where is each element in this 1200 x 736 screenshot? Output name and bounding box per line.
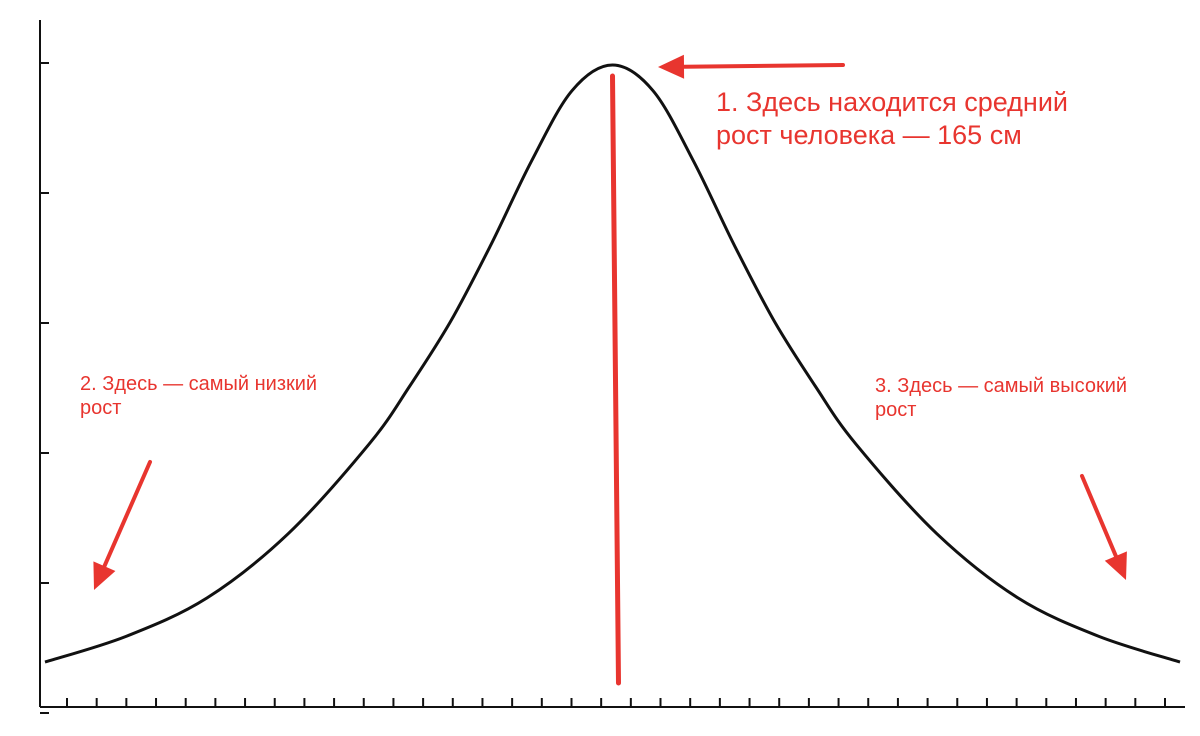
distribution-curve <box>44 63 1181 664</box>
annotation-lowest-height: 2. Здесь — самый низкий рост <box>80 373 318 420</box>
series <box>44 63 1181 664</box>
high-arrow-head <box>1104 551 1127 580</box>
axes <box>39 20 1185 708</box>
peak-arrow <box>658 54 845 79</box>
annotation-average-height: 1. Здесь находится средний рост человека… <box>716 87 1069 150</box>
markers <box>93 54 1127 686</box>
high-arrow <box>1080 474 1127 580</box>
low-arrow-shaft <box>102 460 152 569</box>
high-arrow-shaft <box>1080 474 1118 559</box>
mean-marker-line <box>610 73 621 686</box>
low-arrow <box>93 460 152 590</box>
annotation-highest-height: 3. Здесь — самый высокий рост <box>875 375 1128 422</box>
ticks <box>40 62 1166 714</box>
peak-arrow-shaft <box>681 63 845 69</box>
low-arrow-head <box>93 561 116 590</box>
peak-arrow-head <box>658 54 685 79</box>
